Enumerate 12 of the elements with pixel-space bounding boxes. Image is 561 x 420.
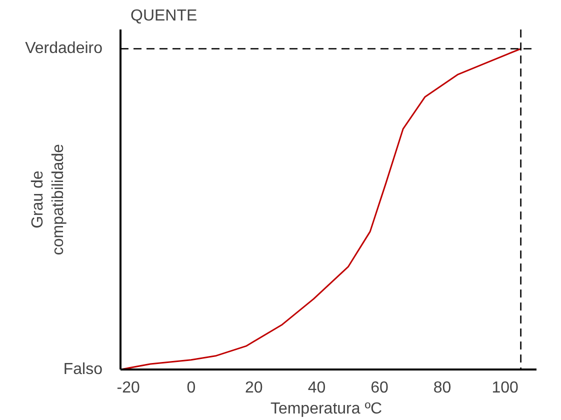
x-tick-label: 100: [492, 380, 519, 396]
text: Falso: [63, 361, 103, 378]
text: Verdadeiro: [25, 40, 103, 58]
x-tick-label: 80: [433, 380, 452, 396]
x-tick-label: 0: [186, 380, 196, 396]
y-axis-title: Grau de compatibilidade: [30, 144, 68, 256]
x-tick-label: -20: [116, 380, 140, 396]
x-tick-label: 60: [370, 380, 389, 396]
x-tick-label: 40: [308, 380, 326, 396]
x-tick-label: 20: [245, 380, 263, 396]
x-axis-title: Temperatura ºC: [270, 400, 382, 418]
chart-title: QUENTE: [130, 8, 198, 24]
